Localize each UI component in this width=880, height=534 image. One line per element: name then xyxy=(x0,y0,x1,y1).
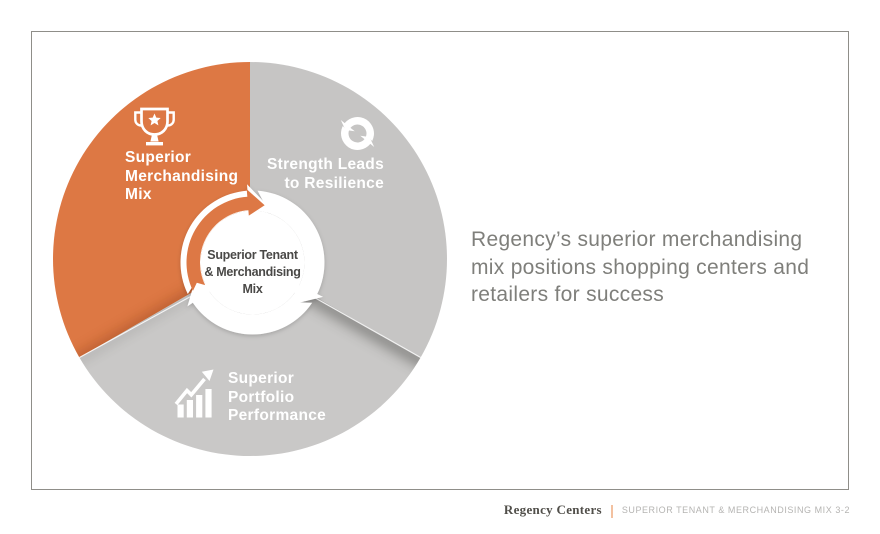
growth-arrow-shaft xyxy=(174,377,206,406)
statement-line: Regency’s superior merchandising xyxy=(471,228,803,251)
statement-line: mix positions shopping centers and xyxy=(471,255,810,279)
label-line: to Resilience xyxy=(284,174,384,192)
trophy-star xyxy=(148,113,161,126)
label-line: Mix xyxy=(125,186,152,203)
trophy-cup xyxy=(140,107,169,136)
bar xyxy=(196,395,203,418)
trophy-handle-right xyxy=(167,111,175,127)
trophy-stem xyxy=(150,134,159,142)
center-disc xyxy=(200,210,305,315)
trophy-base xyxy=(146,142,163,146)
label-line: Strength Leads xyxy=(266,156,384,173)
cycle-ring-arrow-orange xyxy=(186,189,265,291)
wedge-superior-portfolio-performance xyxy=(79,259,421,456)
growth-arrow-head xyxy=(201,369,214,381)
bar xyxy=(177,404,184,418)
center-label: Superior Tenant & Merchandising Mix xyxy=(190,247,315,298)
cycle-ring-arrow-white-2 xyxy=(256,190,325,304)
trophy-icon xyxy=(134,107,175,146)
label-line: Mix xyxy=(242,282,263,296)
cycle-ring-arrow-white-3 xyxy=(187,280,313,335)
statement-text: Regency’s superior merchandising mix pos… xyxy=(471,226,809,309)
footer: Regency Centers | SUPERIOR TENANT & MERC… xyxy=(504,502,850,518)
segment-label-strength-leads-to-resilience: Strength Leads to Resilience xyxy=(253,156,384,193)
label-line: Superior xyxy=(125,149,192,166)
center-cycle-motif xyxy=(180,184,325,335)
label-line: Superior xyxy=(228,370,295,387)
statement-line: retailers for success xyxy=(471,283,665,306)
label-line: Performance xyxy=(228,407,327,424)
label-line: & Merchandising xyxy=(204,265,301,279)
segment-label-superior-portfolio-performance: Superior Portfolio Performance xyxy=(228,370,326,426)
label-line: Superior Tenant xyxy=(207,248,298,262)
bar xyxy=(186,400,193,418)
bar-chart-icon xyxy=(174,369,214,418)
footer-caption: SUPERIOR TENANT & MERCHANDISING MIX 3-2 xyxy=(621,505,850,515)
footer-brand: Regency Centers xyxy=(503,502,602,517)
footer-separator: | xyxy=(610,502,614,518)
bar xyxy=(205,389,212,418)
label-line: Merchandising xyxy=(125,167,239,185)
cycle-ring-arrow-white-1 xyxy=(180,184,266,295)
cycle-icon-arrow-bottom xyxy=(341,126,375,150)
label-line: Portfolio xyxy=(228,388,295,406)
cycle-icon-arrow-top xyxy=(340,117,374,141)
cycle-arrows-icon xyxy=(340,117,375,150)
segment-label-superior-merchandising-mix: Superior Merchandising Mix xyxy=(125,149,238,205)
trophy-handle-left xyxy=(134,111,142,127)
